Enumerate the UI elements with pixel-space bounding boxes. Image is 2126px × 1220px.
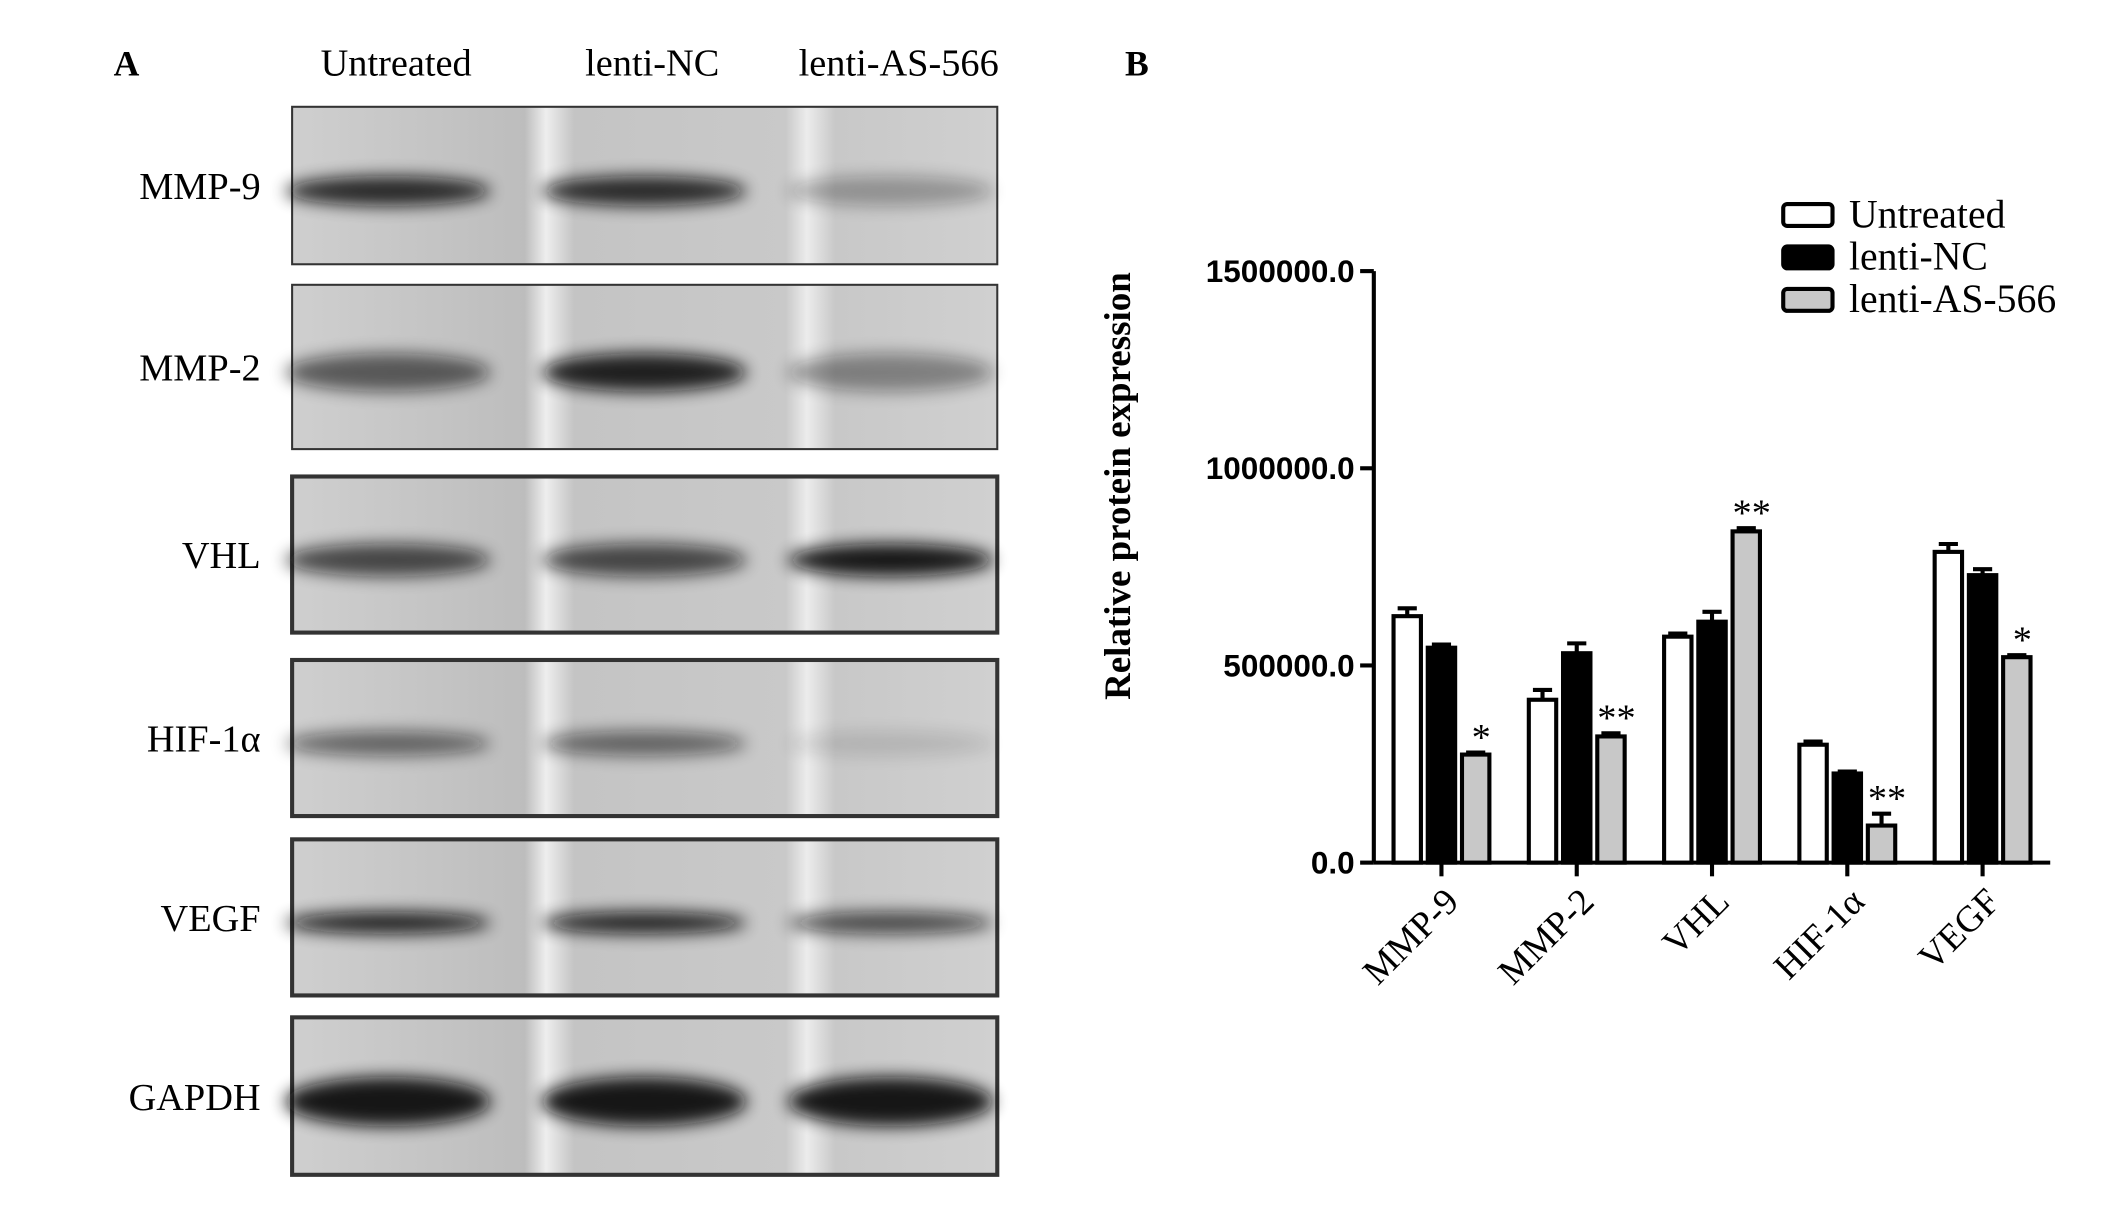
panel-label: B <box>1125 43 1149 83</box>
panel-label: A <box>114 43 140 83</box>
y-tick-label: 0.0 <box>1311 845 1355 881</box>
blot-band <box>285 731 491 756</box>
legend-label: lenti-NC <box>1849 235 1988 279</box>
x-tick-label: MMP-2 <box>1490 880 1602 992</box>
y-axis-label: Relative protein expression <box>1097 272 1138 700</box>
bar <box>1831 771 1864 865</box>
significance: ** <box>1597 698 1635 740</box>
protein-label: MMP-9 <box>139 166 260 208</box>
legend-label: Untreated <box>1849 192 2006 236</box>
bar <box>1662 634 1694 865</box>
bar <box>2001 655 2033 865</box>
bar <box>1966 573 1999 865</box>
bar <box>1730 529 1763 865</box>
bar <box>1391 614 1423 865</box>
significance: ** <box>1733 492 1771 534</box>
blot-band <box>285 353 491 392</box>
significance: * <box>2013 619 2032 661</box>
bar <box>1526 697 1559 865</box>
y-tick-label: 1000000.0 <box>1206 450 1355 486</box>
x-tick-label: VEGF <box>1910 880 2007 977</box>
blot-band <box>787 353 994 392</box>
significance: ** <box>1868 778 1906 820</box>
blot-band <box>787 175 994 207</box>
x-tick-label: MMP-9 <box>1355 880 1467 992</box>
lane-label: lenti-NC <box>585 42 719 84</box>
blot-band <box>541 911 747 934</box>
blot-band <box>787 543 994 577</box>
significance: * <box>1472 717 1491 759</box>
legend-label: lenti-AS-566 <box>1849 277 2056 321</box>
blot-band <box>787 731 994 756</box>
blot-band <box>285 543 491 577</box>
x-tick-label: VHL <box>1654 880 1737 963</box>
lane-label: Untreated <box>321 42 472 84</box>
bar <box>1459 752 1492 865</box>
bar <box>1595 734 1627 865</box>
western-blot: Untreated lenti-NC lenti-AS-566 MMP-9 MMP-2 V… <box>129 42 1000 1177</box>
blot-band <box>541 353 747 392</box>
protein-label: MMP-2 <box>139 348 260 390</box>
y-tick-label: 500000.0 <box>1223 647 1354 683</box>
bar-chart: 0.0 500000.0 1000000.0 1500000.0 Relative pr… <box>1097 192 2056 992</box>
protein-label: HIF-1α <box>147 719 261 761</box>
bar <box>1932 549 1965 865</box>
blot-band <box>541 543 747 577</box>
blot-band <box>541 731 747 756</box>
lane-label: lenti-AS-566 <box>799 42 999 84</box>
bar <box>1560 651 1593 865</box>
bar <box>1865 823 1898 865</box>
protein-label: VEGF <box>161 898 261 940</box>
x-tick-label: HIF-1α <box>1766 880 1873 987</box>
bar <box>1797 742 1829 865</box>
bar <box>1696 619 1728 865</box>
protein-label: GAPDH <box>129 1077 261 1119</box>
blot-band <box>285 911 491 934</box>
bar <box>1425 645 1458 865</box>
blot-band <box>787 1076 994 1127</box>
blot-band <box>787 911 994 934</box>
blot-band <box>541 1076 747 1127</box>
blot-band <box>285 175 491 207</box>
blot-band <box>285 1076 491 1127</box>
y-tick-label: 1500000.0 <box>1206 253 1355 289</box>
legend-swatch <box>1781 286 1835 313</box>
legend-swatch <box>1781 201 1835 228</box>
blot-band <box>541 175 747 207</box>
legend-swatch <box>1781 244 1835 271</box>
protein-label: VHL <box>182 535 261 577</box>
